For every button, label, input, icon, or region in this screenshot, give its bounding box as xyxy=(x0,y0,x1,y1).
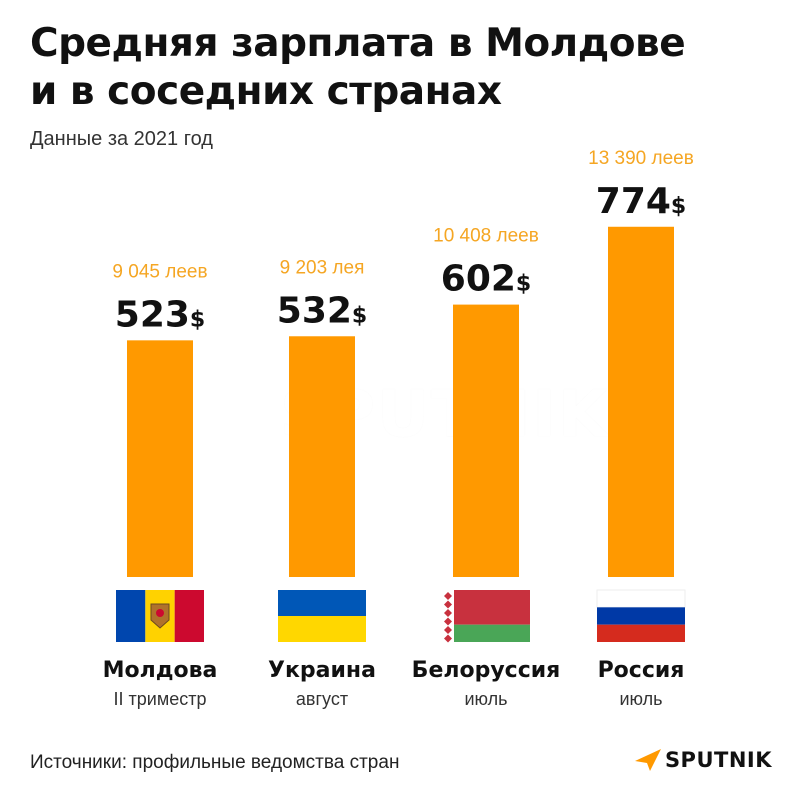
source-note: Источники: профильные ведомства стран xyxy=(30,752,400,773)
country-label-1: Украина xyxy=(268,658,376,683)
country-label-2: Белоруссия xyxy=(412,658,561,683)
ukraine-flag xyxy=(278,590,366,642)
period-label-1: август xyxy=(296,689,348,709)
chart-title-line-1: Средняя зарплата в Молдове xyxy=(30,21,686,66)
bar-3 xyxy=(608,226,674,577)
bar-0 xyxy=(127,340,193,577)
period-label-2: июль xyxy=(464,689,507,709)
brand-name: SPUTNIK xyxy=(664,748,772,772)
lei-label-0: 9 045 леев xyxy=(112,261,207,282)
russia-flag xyxy=(596,589,686,642)
country-label-3: Россия xyxy=(598,658,685,683)
chart-subtitle: Данные за 2021 год xyxy=(30,128,213,150)
belarus-flag xyxy=(442,590,530,643)
moldova-flag xyxy=(116,590,204,642)
chart-title: Средняя зарплата в Молдове и в соседних … xyxy=(30,20,770,116)
sputnik-logo-icon xyxy=(634,749,661,771)
bar-1 xyxy=(289,336,355,577)
value-label-0: 523$ xyxy=(115,294,205,335)
period-label-0: II триместр xyxy=(114,689,207,709)
value-label-2: 602$ xyxy=(441,259,531,300)
bar-2 xyxy=(453,304,519,577)
value-label-1: 532$ xyxy=(277,290,367,331)
bar-chart: 523$ 9 045 леев Молдова II триместр 532$ 9 20… xyxy=(103,148,694,709)
lei-label-3: 13 390 леев xyxy=(588,148,694,169)
sputnik-logo: SPUTNIK xyxy=(634,748,772,772)
lei-label-1: 9 203 лея xyxy=(280,257,365,278)
country-label-0: Молдова xyxy=(103,658,218,683)
period-label-3: июль xyxy=(619,689,662,709)
value-label-3: 774$ xyxy=(596,181,686,222)
chart-title-line-2: и в соседних странах xyxy=(30,69,502,114)
lei-label-2: 10 408 леев xyxy=(433,226,539,247)
